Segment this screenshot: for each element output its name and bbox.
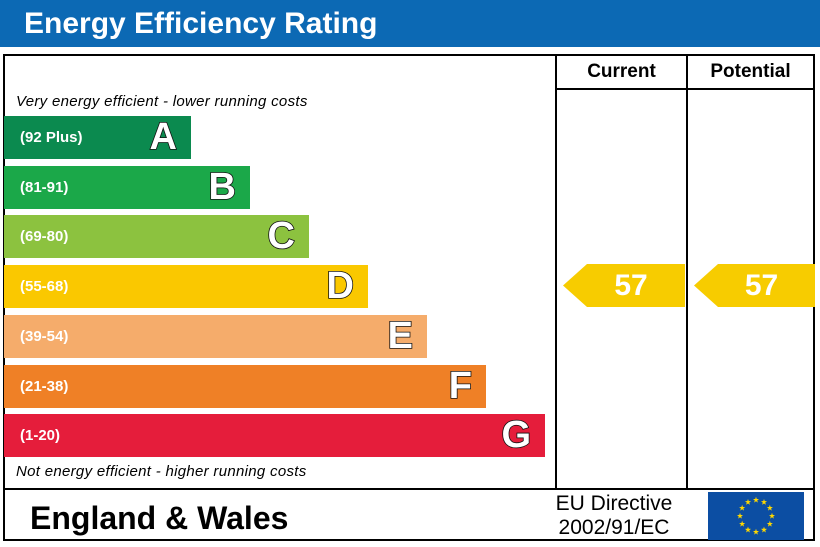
chart-title: Energy Efficiency Rating	[24, 7, 378, 40]
eu-flag-icon	[708, 492, 804, 540]
eu-star-icon	[744, 526, 752, 533]
column-divider-current	[555, 54, 557, 490]
band-letter: D	[326, 264, 355, 308]
column-divider-potential	[686, 54, 688, 490]
potential-rating-value: 57	[744, 268, 779, 302]
potential-rating-arrow: 57	[694, 263, 815, 307]
eu-star-icon	[766, 520, 773, 527]
band-range-label: (1-20)	[20, 427, 61, 445]
band-b: (81-91) B	[4, 165, 250, 209]
band-range-label: (21-38)	[20, 377, 69, 395]
eu-star-icon	[736, 512, 744, 519]
band-range-label: (69-80)	[20, 228, 69, 246]
eu-star-icon	[760, 498, 768, 505]
band-range-label: (92 Plus)	[20, 129, 83, 146]
column-header-current: Current	[587, 61, 656, 82]
band-e: (39-54) E	[4, 314, 427, 358]
eu-star-icon	[744, 498, 752, 505]
band-letter: E	[387, 314, 414, 358]
band-letter: B	[208, 165, 237, 209]
eu-star-icon	[768, 512, 776, 519]
note-bottom: Not energy efficient - higher running co…	[16, 463, 307, 480]
current-rating-arrow: 57	[563, 263, 685, 307]
band-f: (21-38) F	[4, 364, 486, 408]
eu-star-icon	[739, 520, 746, 527]
band-range-label: (39-54)	[20, 327, 69, 345]
eu-star-icon	[752, 496, 760, 503]
column-header-potential: Potential	[710, 61, 791, 82]
band-letter: G	[501, 413, 532, 457]
band-letter: C	[267, 215, 296, 259]
band-letter: F	[448, 364, 473, 408]
note-top: Very energy efficient - lower running co…	[16, 93, 308, 110]
band-letter: A	[149, 115, 178, 159]
band-g: (1-20) G	[4, 413, 545, 458]
eu-directive-line2: 2002/91/EC	[558, 516, 670, 539]
band-range-label: (55-68)	[20, 278, 69, 296]
band-c: (69-80) C	[4, 215, 309, 259]
band-range-label: (81-91)	[20, 178, 69, 196]
header-row-divider	[555, 88, 815, 90]
eu-directive-label: EU Directive 2002/91/EC	[526, 492, 702, 540]
band-a: (92 Plus) A	[4, 115, 191, 159]
current-rating-value: 57	[614, 268, 648, 302]
eu-directive-line1: EU Directive	[555, 492, 673, 515]
eu-star-icon	[760, 526, 768, 533]
eu-star-icon	[739, 504, 746, 511]
eu-star-icon	[752, 528, 760, 535]
band-d: (55-68) D	[4, 264, 368, 309]
header-bar: Energy Efficiency Rating	[0, 0, 820, 47]
footer-row-divider	[3, 488, 815, 490]
region-label: England & Wales	[30, 500, 289, 536]
eu-star-icon	[766, 504, 773, 511]
